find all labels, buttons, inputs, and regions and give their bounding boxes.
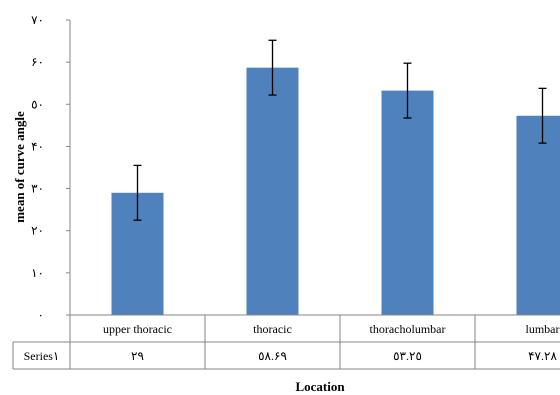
- series-value-cell: ٢٩: [131, 349, 144, 363]
- data-table: upper thoracic thoracic thoracholumbar lumb…: [12, 314, 560, 370]
- category-label: lumbar: [526, 322, 560, 336]
- category-label: thoracholumbar: [370, 322, 446, 336]
- bars-layer: [111, 67, 560, 316]
- y-tick-label: ٣٠: [31, 182, 44, 196]
- series-value-cell: ٥٨.۶٩: [258, 349, 287, 363]
- bar: [381, 90, 434, 315]
- axis-layer: ٠ ١٠ ٢٠ ٣٠ ۴٠ ٥٠ ۶٠ ٧٠: [31, 13, 71, 322]
- bar: [516, 115, 560, 316]
- error-bars-layer: [133, 39, 547, 221]
- y-tick-label: ۶٠: [31, 55, 44, 69]
- series-name-cell: Series١: [24, 349, 60, 363]
- y-tick-label: ٥٠: [31, 97, 44, 111]
- y-tick-label: ۴٠: [31, 139, 44, 153]
- category-label: upper thoracic: [103, 322, 172, 336]
- series-value-cell: ٥٣.٢٥: [393, 349, 422, 363]
- y-tick-label: ٧٠: [31, 13, 44, 27]
- category-label: thoracic: [253, 322, 292, 336]
- x-axis-title: Location: [295, 379, 345, 394]
- y-tick-label: ٢٠: [31, 224, 44, 238]
- y-tick-label: ١٠: [31, 266, 44, 280]
- series-value-cell: ۴٧.٢٨: [528, 349, 557, 363]
- bar: [246, 67, 299, 315]
- y-tick-label: ٠: [38, 308, 44, 322]
- y-axis-title: mean of curve angle: [12, 111, 27, 223]
